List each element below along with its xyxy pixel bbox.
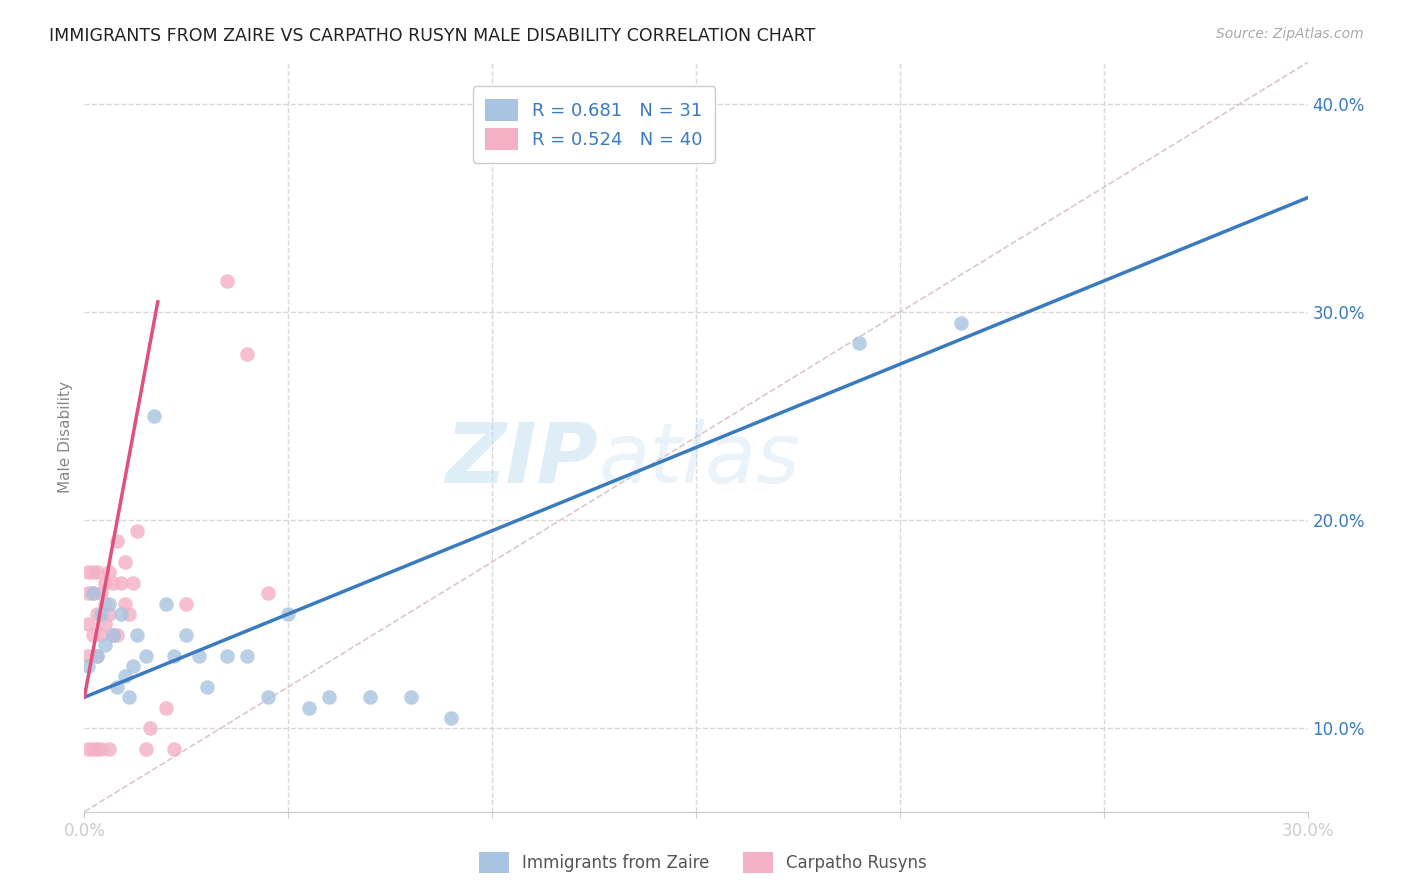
- Text: IMMIGRANTS FROM ZAIRE VS CARPATHO RUSYN MALE DISABILITY CORRELATION CHART: IMMIGRANTS FROM ZAIRE VS CARPATHO RUSYN …: [49, 27, 815, 45]
- Point: [90, 742, 112, 756]
- Point: [97, 566, 120, 580]
- Point: [440, 711, 463, 725]
- Point: [77, 742, 100, 756]
- Point: [122, 575, 145, 590]
- Point: [399, 690, 422, 705]
- Legend: R = 0.681   N = 31, R = 0.524   N = 40: R = 0.681 N = 31, R = 0.524 N = 40: [472, 87, 716, 163]
- Point: [105, 680, 128, 694]
- Point: [105, 628, 128, 642]
- Point: [236, 347, 259, 361]
- Point: [86, 648, 108, 663]
- Point: [110, 575, 132, 590]
- Point: [110, 607, 132, 621]
- Point: [82, 628, 104, 642]
- Point: [127, 628, 149, 642]
- Point: [174, 597, 197, 611]
- Point: [101, 628, 124, 642]
- Point: [77, 566, 100, 580]
- Point: [97, 607, 120, 621]
- Point: [142, 409, 165, 424]
- Point: [86, 648, 108, 663]
- Point: [86, 566, 108, 580]
- Text: atlas: atlas: [598, 419, 800, 500]
- Point: [93, 597, 115, 611]
- Point: [163, 742, 186, 756]
- Point: [318, 690, 340, 705]
- Point: [90, 586, 112, 600]
- Point: [82, 586, 104, 600]
- Point: [187, 648, 209, 663]
- Point: [118, 690, 141, 705]
- Point: [236, 648, 259, 663]
- Point: [90, 607, 112, 621]
- Point: [114, 555, 136, 569]
- Point: [86, 742, 108, 756]
- Point: [82, 566, 104, 580]
- Point: [118, 607, 141, 621]
- Point: [77, 617, 100, 632]
- Point: [135, 648, 157, 663]
- Point: [359, 690, 381, 705]
- Text: Source: ZipAtlas.com: Source: ZipAtlas.com: [1216, 27, 1364, 41]
- Point: [277, 607, 299, 621]
- Point: [90, 628, 112, 642]
- Point: [86, 607, 108, 621]
- Point: [217, 274, 239, 288]
- Point: [93, 638, 115, 652]
- Text: ZIP: ZIP: [446, 419, 598, 500]
- Point: [77, 586, 100, 600]
- Point: [195, 680, 218, 694]
- Point: [101, 628, 124, 642]
- Point: [155, 597, 177, 611]
- Point: [105, 534, 128, 549]
- Point: [257, 690, 280, 705]
- Point: [101, 575, 124, 590]
- Point: [155, 700, 177, 714]
- Point: [93, 575, 115, 590]
- Point: [114, 597, 136, 611]
- Point: [93, 617, 115, 632]
- Point: [298, 700, 321, 714]
- Point: [122, 659, 145, 673]
- Point: [82, 742, 104, 756]
- Point: [174, 628, 197, 642]
- Y-axis label: Male Disability: Male Disability: [58, 381, 73, 493]
- Legend: Immigrants from Zaire, Carpatho Rusyns: Immigrants from Zaire, Carpatho Rusyns: [472, 846, 934, 880]
- Point: [127, 524, 149, 538]
- Point: [77, 648, 100, 663]
- Point: [135, 742, 157, 756]
- Point: [848, 336, 870, 351]
- Point: [77, 659, 100, 673]
- Point: [138, 722, 160, 736]
- Point: [163, 648, 186, 663]
- Point: [97, 742, 120, 756]
- Point: [97, 597, 120, 611]
- Point: [257, 586, 280, 600]
- Point: [114, 669, 136, 683]
- Point: [950, 316, 973, 330]
- Point: [82, 586, 104, 600]
- Point: [217, 648, 239, 663]
